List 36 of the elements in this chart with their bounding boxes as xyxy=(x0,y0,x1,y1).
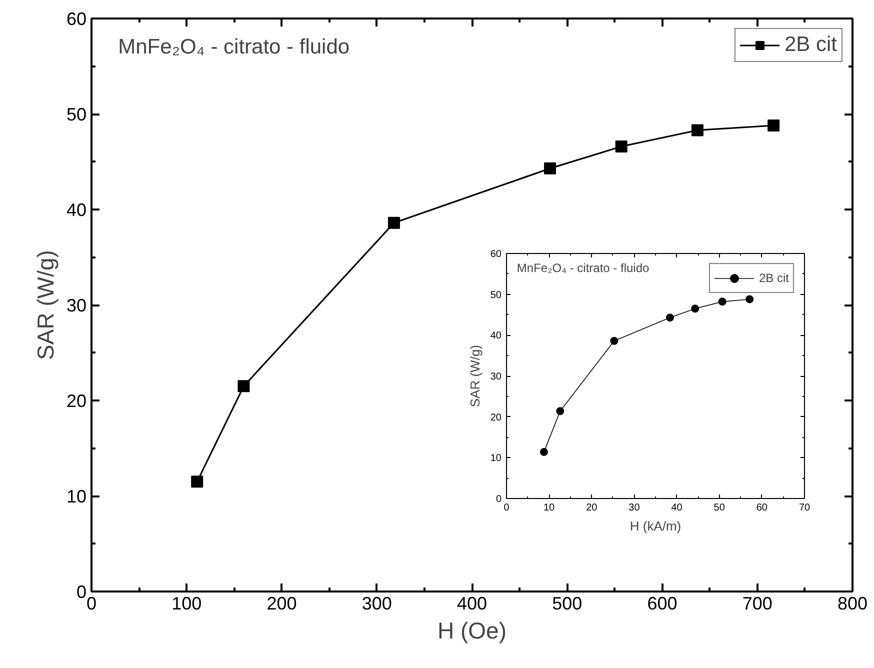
y-tick-label: 20 xyxy=(66,391,87,411)
x-tick-label: 0 xyxy=(504,502,510,514)
y-tick-label: 50 xyxy=(490,290,502,301)
text: MnFe₂O₄ - citrato - fluido xyxy=(118,36,350,59)
y-tick-label: 60 xyxy=(66,9,87,29)
x-tick-label: 800 xyxy=(837,594,868,614)
legend-label: 2B cit xyxy=(758,271,789,285)
y-tick-label: 30 xyxy=(66,296,87,316)
x-tick-label: 500 xyxy=(552,594,582,614)
x-tick-label: 20 xyxy=(586,502,598,514)
y-tick-label: 50 xyxy=(66,104,87,124)
legend-label: 2B cit xyxy=(784,33,837,57)
y-axis-title: SAR (W/g) xyxy=(32,250,58,360)
x-tick-label: 600 xyxy=(647,594,678,614)
y-tick-label: 40 xyxy=(490,330,502,342)
y-axis-title: SAR (W/g) xyxy=(467,344,482,408)
y-tick-label: 0 xyxy=(496,494,502,505)
y-tick-label: 10 xyxy=(490,453,502,464)
text: MnFe₂O₄ - citrato - fluido xyxy=(516,260,650,275)
x-tick-label: 30 xyxy=(628,502,640,514)
y-tick-label: 30 xyxy=(490,372,502,382)
y-tick-label: 40 xyxy=(66,200,87,220)
x-tick-label: 70 xyxy=(798,502,810,514)
y-tick-label: 20 xyxy=(490,412,502,424)
x-tick-label: 60 xyxy=(756,502,768,514)
x-tick-label: 400 xyxy=(456,594,488,614)
y-tick-label: 60 xyxy=(490,249,502,260)
x-tick-label: 10 xyxy=(544,502,556,514)
x-tick-label: 300 xyxy=(362,594,392,614)
x-axis-title: H (kA/m) xyxy=(630,518,682,534)
x-tick-label: 200 xyxy=(266,594,297,614)
x-tick-label: 50 xyxy=(714,502,726,514)
x-tick-label: 40 xyxy=(671,502,683,514)
x-tick-label: 700 xyxy=(742,594,772,614)
x-tick-label: 100 xyxy=(172,594,202,614)
x-axis-title: H (Oe) xyxy=(438,618,506,644)
